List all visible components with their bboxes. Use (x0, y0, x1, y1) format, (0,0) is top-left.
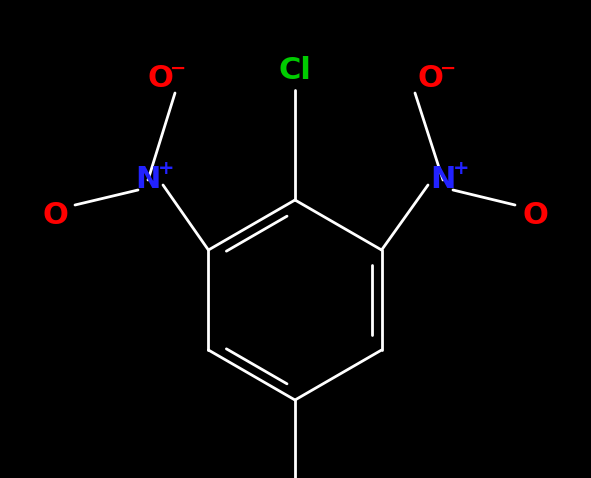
Text: Cl: Cl (278, 55, 311, 85)
Text: O: O (147, 64, 173, 93)
Text: O: O (417, 64, 443, 93)
Text: +: + (453, 159, 469, 177)
Text: −: − (440, 58, 456, 77)
Text: −: − (170, 58, 186, 77)
Text: N: N (430, 165, 456, 195)
Text: N: N (135, 165, 161, 195)
Text: O: O (522, 200, 548, 229)
Text: +: + (158, 159, 174, 177)
Text: O: O (42, 200, 68, 229)
